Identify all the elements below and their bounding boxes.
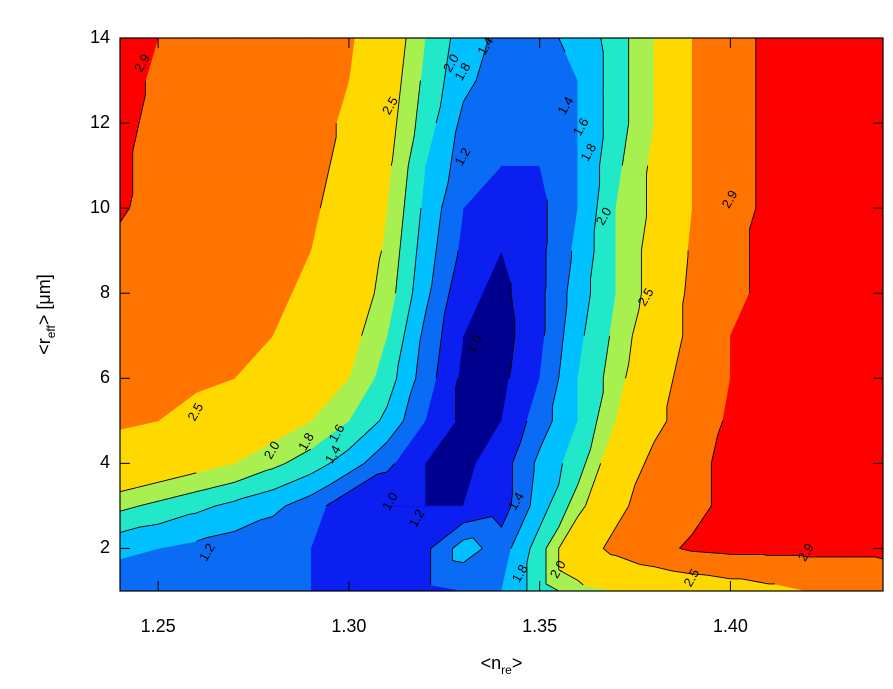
y-tick-label: 8 (100, 282, 110, 302)
contour-band (540, 293, 545, 336)
x-axis-label: <nre> (481, 653, 523, 677)
y-axis-label: <reff> [μm] (34, 274, 58, 355)
x-tick-label: 1.35 (522, 616, 557, 636)
y-axis-label-part: eff (44, 324, 58, 338)
x-tick-label: 1.40 (713, 616, 748, 636)
y-tick-label: 10 (90, 197, 110, 217)
y-tick-label: 14 (90, 27, 110, 47)
y-tick-label: 12 (90, 112, 110, 132)
contour-band (425, 548, 430, 591)
x-axis-label-part: > (512, 653, 523, 673)
y-axis-label-part: > [μm] (34, 274, 54, 325)
contour-band (540, 548, 546, 591)
contour-fills (120, 38, 883, 591)
x-axis-label-part: <n (481, 653, 502, 673)
x-axis-label-part: re (501, 663, 512, 677)
contour-line (420, 208, 421, 213)
y-tick-label: 2 (100, 537, 110, 557)
x-tick-label: 1.25 (141, 616, 176, 636)
contour-band (730, 548, 768, 554)
y-axis-label-part: <r (34, 338, 54, 355)
y-tick-label: 6 (100, 367, 110, 387)
x-tick-label: 1.30 (331, 616, 366, 636)
contour-band (540, 251, 546, 294)
y-tick-label: 4 (100, 452, 110, 472)
